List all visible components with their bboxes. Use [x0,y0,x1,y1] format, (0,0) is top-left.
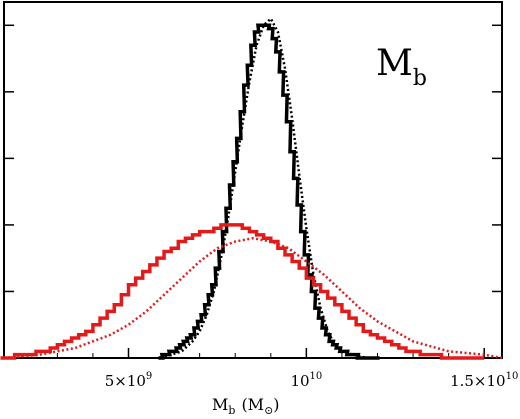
y-ticks [4,24,502,293]
x-ticks: 5×109 1010 1.5×1010 [21,348,518,390]
series-layer [0,17,503,360]
black-dotted-curve [160,17,368,360]
black-histogram [158,23,380,360]
red-histogram [0,223,485,360]
x-axis-title: Mb (M⊙) [212,395,280,417]
panel-label: Mb [376,43,427,91]
red-dotted-curve [3,236,503,360]
plot-frame [3,1,503,359]
x-tick-label: 5×109 [105,371,153,390]
x-tick-label: 1.5×1010 [450,371,518,390]
x-tick-label: 1010 [290,371,322,390]
